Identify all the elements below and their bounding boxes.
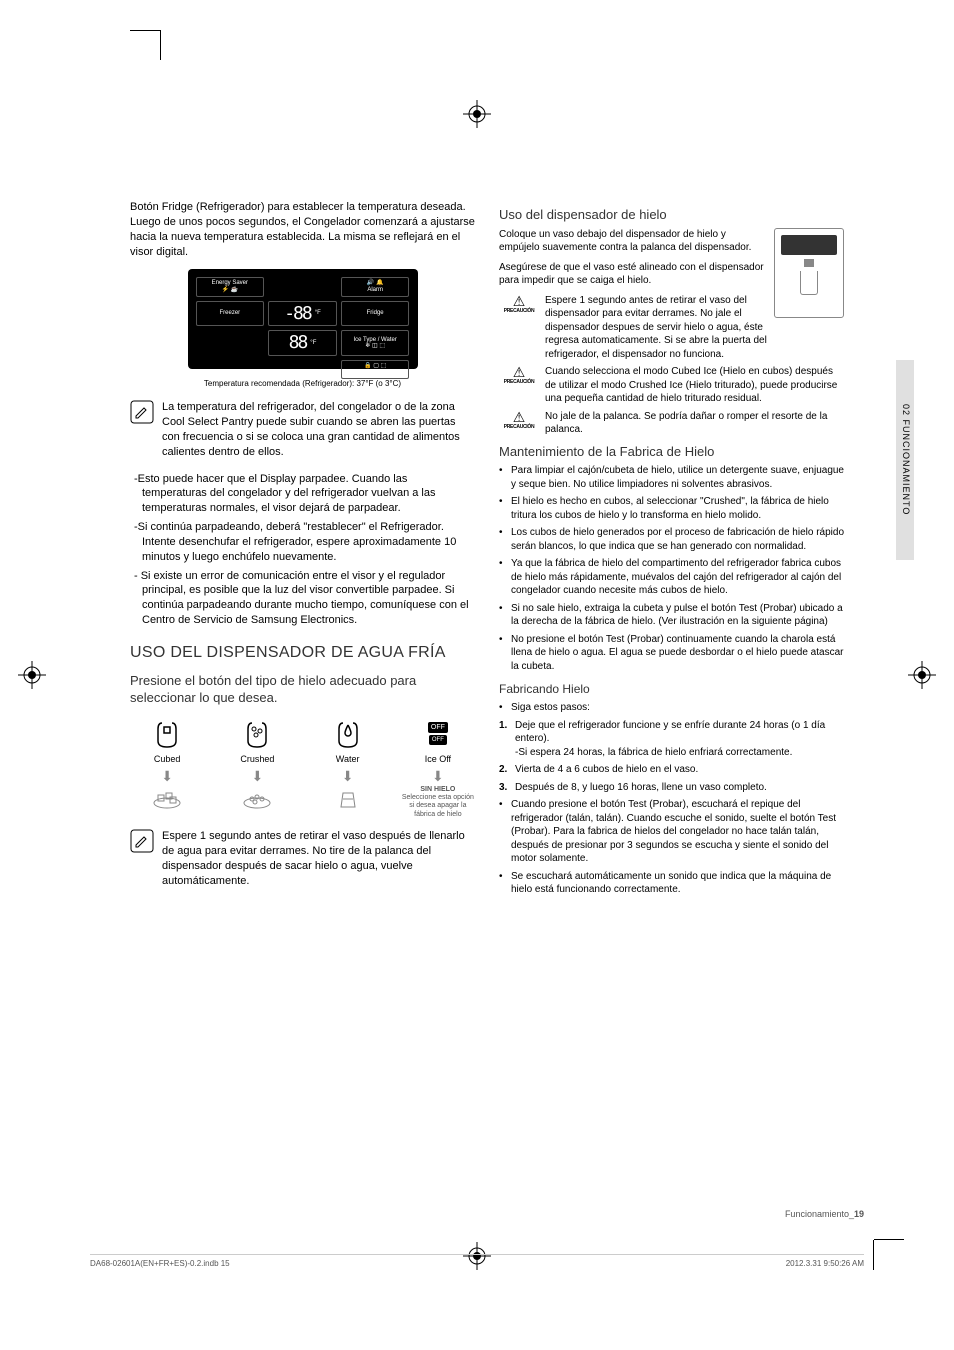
pencil-note-icon: [130, 829, 154, 858]
caution-label: PRECAUCIÓN: [499, 308, 539, 315]
caution-text-3: No jale de la palanca. Se podría dañar o…: [545, 410, 844, 437]
down-arrow-icon: ⬇: [311, 767, 385, 786]
list-item: Siga estos pasos:: [511, 701, 844, 715]
caution-1: ⚠PRECAUCIÓN Espere 1 segundo antes de re…: [499, 294, 768, 362]
left-column: Botón Fridge (Refrigerador) para estable…: [70, 200, 475, 901]
registration-mark-icon: [908, 661, 936, 689]
step-1: 1.Deje que el refrigerador funcione y se…: [515, 719, 844, 760]
warning-triangle-icon: ⚠: [499, 365, 539, 379]
heading-making-ice: Fabricando Hielo: [499, 681, 844, 697]
info-note: La temperatura del refrigerador, del con…: [130, 400, 475, 465]
heading-ice-dispenser: Uso del dispensador de hielo: [499, 206, 844, 224]
making-steps: 1.Deje que el refrigerador funcione y se…: [499, 719, 844, 795]
water-icon: [311, 717, 385, 751]
section-subheading: Presione el botón del tipo de hielo adec…: [130, 672, 475, 707]
caution-label: PRECAUCIÓN: [499, 424, 539, 431]
water-result-icon: [311, 786, 385, 812]
list-item: Los cubos de hielo generados por el proc…: [511, 526, 844, 553]
panel-temp: -88°F: [268, 301, 337, 327]
registration-mark-icon: [18, 661, 46, 689]
right-column: Uso del dispensador de hielo Coloque un …: [499, 200, 884, 901]
list-item: Si no sale hielo, extraiga la cubeta y p…: [511, 602, 844, 629]
list-item: Ya que la fábrica de hielo del compartim…: [511, 557, 844, 598]
warning-triangle-icon: ⚠: [499, 294, 539, 308]
note-text-2: Espere 1 segundo antes de retirar el vas…: [162, 829, 475, 888]
cubed-label: Cubed: [130, 753, 204, 765]
intro-paragraph: Botón Fridge (Refrigerador) para estable…: [130, 200, 475, 259]
ice-crushed-col: Crushed ⬇: [220, 717, 294, 820]
no-ice-text: Seleccione esta opción si desea apagar l…: [401, 794, 475, 819]
caution-text-2: Cuando selecciona el modo Cubed Ice (Hie…: [545, 365, 844, 406]
pencil-note-icon: [130, 400, 154, 429]
step-2: 2.Vierta de 4 a 6 cubos de hielo en el v…: [515, 763, 844, 777]
panel-freezer: Freezer: [196, 301, 265, 327]
crushed-ice-icon: [220, 717, 294, 751]
note-sub-c: - Si existe un error de comunicación ent…: [130, 569, 475, 628]
footer-page-number: 19: [854, 1209, 864, 1219]
section-heading-dispenser: USO DEL DISPENSADOR DE AGUA FRÍA: [130, 642, 475, 664]
caution-3: ⚠PRECAUCIÓN No jale de la palanca. Se po…: [499, 410, 844, 437]
panel-temp2: 88°F: [268, 330, 337, 356]
panel-caption: Temperatura recomendada (Refrigerador): …: [130, 379, 475, 390]
down-arrow-icon: ⬇: [220, 767, 294, 786]
registration-mark-icon: [463, 100, 491, 128]
down-arrow-icon: ⬇: [130, 767, 204, 786]
print-date: 2012.3.31 9:50:26 AM: [786, 1259, 864, 1270]
heading-maintenance: Mantenimiento de la Fabrica de Hielo: [499, 443, 844, 461]
page-footer: Funcionamiento_19: [785, 1208, 864, 1220]
caution-label: PRECAUCIÓN: [499, 379, 539, 386]
ice-off-col: OFFOFF Ice Off ⬇ SIN HIELO Seleccione es…: [401, 717, 475, 820]
making-intro-list: Siga estos pasos:: [499, 701, 844, 715]
post-steps-list: Cuando presione el botón Test (Probar), …: [499, 798, 844, 897]
dispenser-illustration: [774, 228, 844, 318]
step-1-sub: -Si espera 24 horas, la fábrica de hielo…: [515, 746, 844, 760]
crop-mark: [130, 30, 160, 31]
crop-mark: [160, 30, 161, 60]
list-item: Para limpiar el cajón/cubeta de hielo, u…: [511, 464, 844, 491]
section-tab: 02 FUNCIONAMIENTO: [896, 360, 914, 560]
panel-ice-type: Ice Type / Water❄ ◫ ⬚: [341, 330, 410, 356]
down-arrow-icon: ⬇: [401, 767, 475, 786]
no-ice-title: SIN HIELO: [401, 786, 475, 794]
ice-off-icon: OFFOFF: [401, 717, 475, 751]
panel-alarm: 🔊 🔔Alarm: [341, 277, 410, 296]
crushed-label: Crushed: [220, 753, 294, 765]
ice-type-figure: Cubed ⬇ Crushed ⬇ Water ⬇ OFFOFF Ice Off…: [130, 717, 475, 820]
list-item: Cuando presione el botón Test (Probar), …: [511, 798, 844, 866]
crop-mark: [874, 1239, 904, 1240]
cubed-ice-icon: [130, 717, 204, 751]
warning-triangle-icon: ⚠: [499, 410, 539, 424]
step-3: 3.Después de 8, y luego 16 horas, llene …: [515, 781, 844, 795]
control-panel-figure: Energy Saver⚡ ☕ 🔊 🔔Alarm Freezer -88°F 8…: [188, 269, 418, 369]
ice-water-col: Water ⬇: [311, 717, 385, 820]
note-sub-a: -Esto puede hacer que el Display parpade…: [130, 472, 475, 517]
page-content: Botón Fridge (Refrigerador) para estable…: [70, 200, 884, 901]
ice-cubed-col: Cubed ⬇: [130, 717, 204, 820]
list-item: Se escuchará automáticamente un sonido q…: [511, 870, 844, 897]
note-text: La temperatura del refrigerador, del con…: [162, 400, 475, 459]
crop-mark: [873, 1240, 874, 1270]
print-file: DA68-02601A(EN+FR+ES)-0.2.indb 15: [90, 1259, 230, 1270]
info-note-2: Espere 1 segundo antes de retirar el vas…: [130, 829, 475, 894]
panel-energy-saver: Energy Saver⚡ ☕: [196, 277, 265, 296]
maintenance-list: Para limpiar el cajón/cubeta de hielo, u…: [499, 464, 844, 673]
list-item: El hielo es hecho en cubos, al seleccion…: [511, 495, 844, 522]
ice-off-label: Ice Off: [401, 753, 475, 765]
list-item: No presione el botón Test (Probar) conti…: [511, 633, 844, 674]
footer-label: Funcionamiento_: [785, 1209, 854, 1219]
panel-ice-off: 🔒 ▢ ⬚Ice Off: [341, 360, 410, 379]
caution-2: ⚠PRECAUCIÓN Cuando selecciona el modo Cu…: [499, 365, 844, 406]
water-label: Water: [311, 753, 385, 765]
crushed-result-icon: [220, 786, 294, 812]
print-metadata-line: DA68-02601A(EN+FR+ES)-0.2.indb 15 2012.3…: [90, 1254, 864, 1270]
cubed-result-icon: [130, 786, 204, 812]
note-sub-b: -Si continúa parpadeando, deberá "restab…: [130, 520, 475, 565]
caution-text-1: Espere 1 segundo antes de retirar el vas…: [545, 294, 768, 362]
panel-fridge: Fridge: [341, 301, 410, 327]
